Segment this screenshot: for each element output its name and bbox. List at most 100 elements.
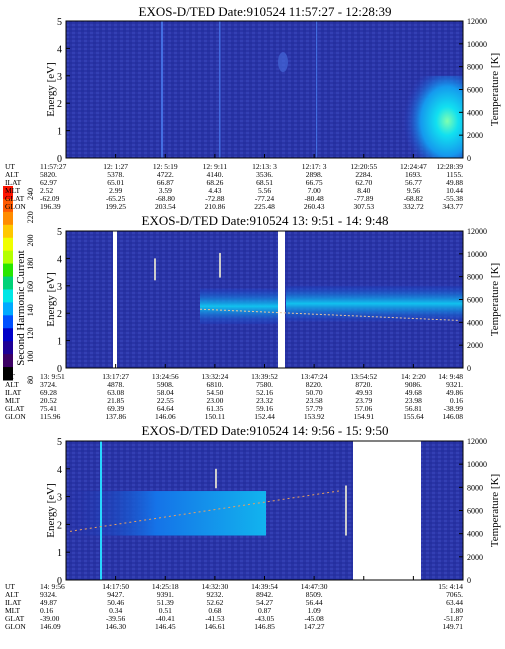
- ephemeris-value: 196.39: [40, 202, 61, 211]
- ephemeris-value: 68.26: [206, 178, 223, 187]
- colorbar-tick-label: 100: [26, 351, 35, 363]
- y-tick-label: 3: [57, 493, 62, 504]
- ephemeris-value: 332.72: [403, 202, 424, 211]
- ephemeris-value: 5378.: [107, 170, 124, 179]
- ephemeris-value: 0.34: [109, 606, 122, 615]
- y2-tick-label: 2000: [467, 131, 483, 140]
- y2-tick-label: 6000: [467, 507, 483, 516]
- panel-3-title: EXOS-D/TED Date:910524 14: 9:56 - 15: 9:…: [142, 423, 389, 438]
- y2-tick-label: 10000: [467, 460, 487, 469]
- ephemeris-value: 13:17:27: [102, 372, 129, 381]
- y-tick-label: 5: [57, 437, 62, 448]
- colorbar-swatch: [3, 315, 13, 329]
- colorbar-tick-label: 120: [26, 328, 35, 340]
- spike-line: [316, 21, 318, 158]
- ephemeris-value: 75.41: [40, 404, 57, 413]
- ephemeris-value: 137.86: [105, 412, 126, 421]
- ephemeris-value: 65.01: [107, 178, 124, 187]
- ephemeris-value: 210.86: [205, 202, 226, 211]
- ephemeris-value: 260.43: [304, 202, 325, 211]
- ephemeris-value: 146.45: [155, 622, 176, 631]
- colorbar-swatch: [3, 186, 13, 200]
- y2-tick-label: 4000: [467, 530, 483, 539]
- ephemeris-value: 49.68: [405, 388, 422, 397]
- ephemeris-row-label: UT: [5, 582, 15, 591]
- y2-tick-label: 10000: [467, 40, 487, 49]
- ephemeris-value: 9321.: [446, 380, 463, 389]
- y-tick-label: 2: [57, 309, 62, 320]
- temperature-trace: [69, 490, 341, 532]
- ephemeris-row-label: GLON: [5, 412, 26, 421]
- y-tick-label: 3: [57, 282, 62, 293]
- ephemeris-value: 57.79: [306, 404, 323, 413]
- ephemeris-value: 8220.: [306, 380, 323, 389]
- colorbar-swatch: [3, 302, 13, 316]
- ephemeris-value: 203.54: [155, 202, 176, 211]
- ephemeris-value: 8942.: [256, 590, 273, 599]
- ephemeris-value: 5.56: [258, 186, 271, 195]
- ephemeris-value: 56.81: [405, 404, 422, 413]
- ephemeris-value: 115.96: [40, 412, 61, 421]
- ephemeris-value: 54.27: [256, 598, 273, 607]
- colorbar-swatch: [3, 328, 13, 342]
- ephemeris-value: 13:32:24: [202, 372, 229, 381]
- ephemeris-value: 1693.: [405, 170, 422, 179]
- colorbar-tick-label: 200: [26, 235, 35, 247]
- ephemeris-value: 61.35: [206, 404, 223, 413]
- ephemeris-row-label: ALT: [5, 590, 19, 599]
- ephemeris-value: 2.99: [109, 186, 122, 195]
- ephemeris-value: 3536.: [256, 170, 273, 179]
- ephemeris-value: 4722.: [157, 170, 174, 179]
- ephemeris-value: -77.89: [354, 194, 374, 203]
- temperature-trace: [199, 308, 459, 321]
- ephemeris-value: -80.48: [304, 194, 324, 203]
- ephemeris-value: 9.56: [407, 186, 420, 195]
- colorbar-swatch: [3, 237, 13, 252]
- ephemeris-value: -39.56: [106, 614, 126, 623]
- y-tick-label: 3: [57, 72, 62, 83]
- ephemeris-value: 4.43: [208, 186, 221, 195]
- ephemeris-value: 0.51: [159, 606, 172, 615]
- ephemeris-value: 11:57:27: [40, 162, 67, 171]
- ephemeris-value: 13:47:24: [301, 372, 328, 381]
- ephemeris-value: -55.38: [444, 194, 464, 203]
- panel-2: EXOS-D/TED Date:910524 13: 9:51 - 14: 9:…: [5, 213, 501, 421]
- ephemeris-value: 8509.: [306, 590, 323, 599]
- ephemeris-value: 13:24:56: [152, 372, 179, 381]
- ephemeris-value: 12:28:39: [436, 162, 463, 171]
- ephemeris-value: -45.08: [304, 614, 324, 623]
- ephemeris-value: 12:24:47: [400, 162, 427, 171]
- ephemeris-value: 1.09: [308, 606, 321, 615]
- ephemeris-value: 13:54:52: [350, 372, 377, 381]
- ephemeris-value: 50.70: [306, 388, 323, 397]
- ephemeris-value: 8720.: [355, 380, 372, 389]
- ephemeris-value: 50.46: [107, 598, 124, 607]
- ephemeris-value: 54.50: [206, 388, 223, 397]
- y2-tick-label: 0: [467, 364, 471, 373]
- ephemeris-row-label: GLAT: [5, 194, 25, 203]
- ephemeris-value: 15: 4:14: [438, 582, 463, 591]
- ephemeris-value: -68.82: [404, 194, 424, 203]
- ephemeris-value: 56.44: [306, 598, 323, 607]
- y2-tick-label: 6000: [467, 296, 483, 305]
- ephemeris-row-label: ILAT: [5, 388, 22, 397]
- ephemeris-value: 64.64: [157, 404, 174, 413]
- ephemeris-value: 14: 9:56: [40, 582, 65, 591]
- ephemeris-value: 52.62: [206, 598, 223, 607]
- ephemeris-value: 146.30: [105, 622, 126, 631]
- ephemeris-row-label: UT: [5, 372, 15, 381]
- y2-tick-label: 2000: [467, 553, 483, 562]
- ephemeris-value: 154.91: [353, 412, 374, 421]
- ephemeris-value: -39.00: [40, 614, 60, 623]
- ephemeris-value: 12: 1:27: [103, 162, 128, 171]
- colorbar-swatch: [3, 211, 13, 226]
- colorbar-swatches: [3, 186, 13, 381]
- ephemeris-row-label: ILAT: [5, 598, 22, 607]
- ephemeris-value: 1155.: [446, 170, 463, 179]
- y-tick-label: 2: [57, 99, 62, 110]
- ephemeris-value: 307.53: [353, 202, 374, 211]
- ephemeris-value: 12:20:55: [350, 162, 377, 171]
- colorbar-ticks: 240 220 200 180 160 140 120 100 80: [26, 188, 35, 384]
- ephemeris-value: 146.08: [442, 412, 463, 421]
- y-tick-label: 0: [57, 154, 62, 165]
